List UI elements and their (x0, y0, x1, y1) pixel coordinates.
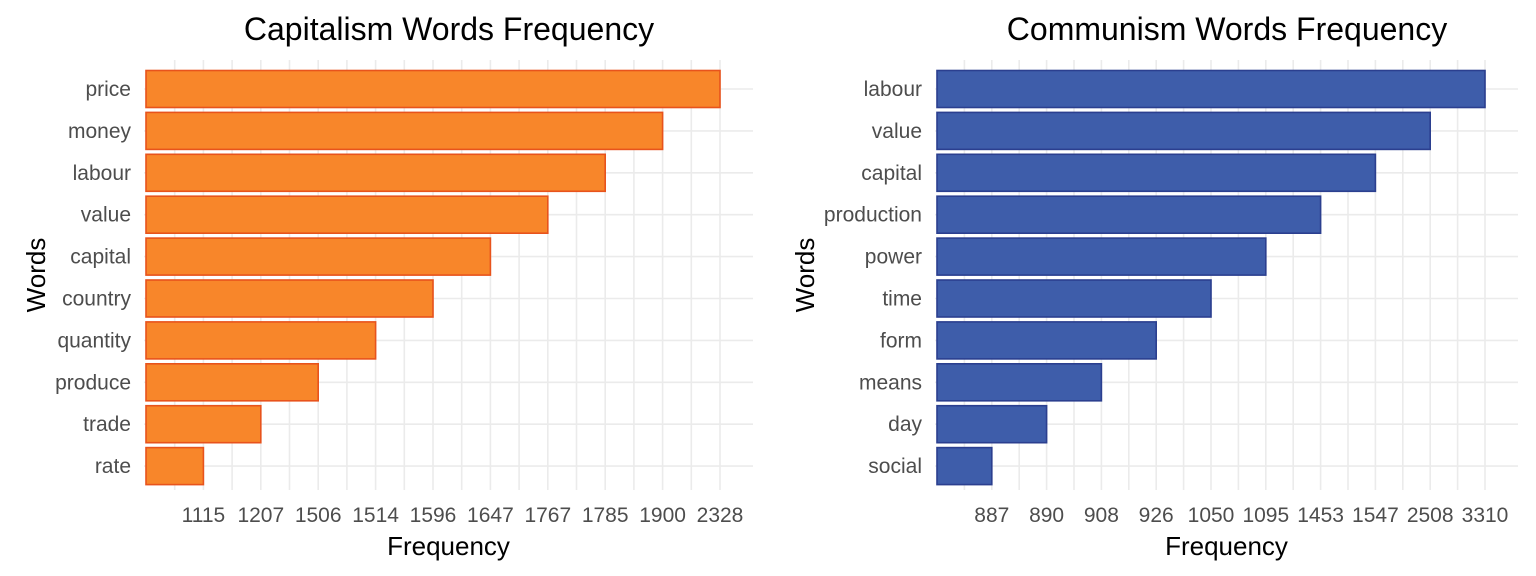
bar-country (145, 279, 434, 318)
y-tick-label: production (824, 204, 922, 227)
communism-chart-title: Communism Words Frequency (1007, 11, 1447, 47)
bar-trade (145, 404, 262, 444)
x-tick-label: 1115 (182, 504, 226, 527)
y-tick-label: capital (70, 246, 131, 269)
y-tick-label: value (81, 204, 131, 227)
bar-produce (145, 362, 319, 402)
y-tick-label: money (68, 120, 132, 143)
y-tick-label: form (880, 329, 922, 352)
bar-money (145, 111, 664, 151)
y-tick-label: day (888, 413, 922, 436)
bar-capital (936, 153, 1377, 193)
x-tick-label: 1506 (295, 504, 342, 527)
bar-time (936, 279, 1212, 318)
bar-means (936, 362, 1103, 402)
x-tick-label: 1785 (582, 504, 629, 527)
x-tick-label: 1596 (410, 504, 457, 527)
y-tick-label: power (865, 246, 922, 269)
bar-labour (145, 153, 607, 193)
y-tick-label: means (859, 371, 922, 394)
capitalism-chart-panel: Capitalism Words Frequency price money labo… (21, 11, 753, 561)
y-tick-label: labour (864, 78, 922, 101)
bar-social (936, 446, 993, 486)
x-tick-label: 1095 (1242, 504, 1289, 527)
y-tick-label: produce (55, 371, 131, 394)
x-tick-label: 1514 (352, 504, 399, 527)
bar-labour (936, 69, 1486, 109)
bar-production (936, 195, 1322, 234)
communism-chart-panel: Communism Words Frequency labour value capi… (790, 11, 1518, 561)
bar-value (936, 111, 1432, 151)
bar-day (936, 404, 1048, 444)
y-tick-label: labour (73, 162, 131, 185)
x-tick-label: 890 (1029, 504, 1064, 527)
bar-form (936, 321, 1157, 360)
bar-power (936, 237, 1267, 276)
capitalism-chart-title: Capitalism Words Frequency (244, 11, 654, 47)
bar-price (145, 69, 721, 109)
communism-y-axis-title: Words (790, 238, 820, 313)
x-tick-label: 1453 (1297, 504, 1344, 527)
x-tick-label: 2508 (1407, 504, 1454, 527)
capitalism-x-axis-title: Frequency (387, 531, 510, 561)
y-tick-label: time (882, 288, 922, 311)
bar-rate (145, 446, 205, 486)
y-tick-label: quantity (57, 329, 131, 352)
x-tick-label: 887 (974, 504, 1009, 527)
x-tick-label: 1547 (1352, 504, 1399, 527)
x-tick-label: 1050 (1188, 504, 1235, 527)
x-tick-label: 1207 (237, 504, 284, 527)
x-tick-label: 1767 (524, 504, 571, 527)
x-tick-label: 2328 (697, 504, 744, 527)
y-tick-label: price (85, 78, 131, 101)
communism-x-axis-title: Frequency (1165, 531, 1288, 561)
x-tick-label: 1900 (639, 504, 686, 527)
y-tick-label: trade (83, 413, 131, 436)
bar-capital (145, 237, 492, 276)
x-tick-label: 1647 (467, 504, 514, 527)
x-tick-label: 908 (1084, 504, 1119, 527)
bar-quantity (145, 321, 377, 360)
bar-value (145, 195, 549, 234)
y-tick-label: value (872, 120, 922, 143)
capitalism-y-axis-title: Words (21, 238, 51, 313)
y-tick-label: capital (861, 162, 922, 185)
y-tick-label: social (868, 455, 922, 478)
y-tick-label: rate (95, 455, 131, 478)
y-tick-label: country (62, 288, 131, 311)
x-tick-label: 3310 (1462, 504, 1509, 527)
x-tick-label: 926 (1139, 504, 1174, 527)
